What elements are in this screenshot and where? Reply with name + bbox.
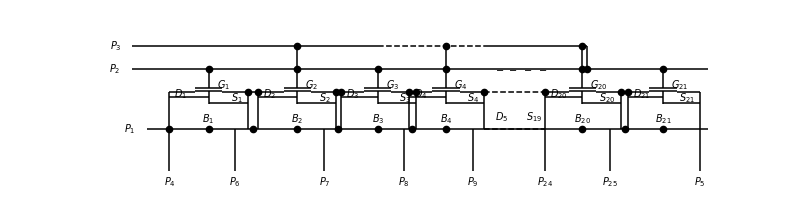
Text: $P_9$: $P_9$ — [467, 175, 479, 189]
Text: $D_4$: $D_4$ — [414, 88, 427, 102]
Text: $P_3$: $P_3$ — [110, 39, 122, 53]
Text: $S_{19}$: $S_{19}$ — [526, 111, 542, 124]
Text: $P_2$: $P_2$ — [109, 62, 121, 76]
Text: $S_{21}$: $S_{21}$ — [679, 91, 695, 105]
Text: $P_7$: $P_7$ — [318, 175, 330, 189]
Text: $G_1$: $G_1$ — [217, 78, 230, 92]
Text: $D_2$: $D_2$ — [263, 88, 276, 102]
Text: $G_{20}$: $G_{20}$ — [590, 78, 608, 92]
Text: $S_1$: $S_1$ — [231, 91, 242, 105]
Text: $-\ -\ -\ -$: $-\ -\ -\ -$ — [495, 65, 548, 74]
Text: $G_{21}$: $G_{21}$ — [671, 78, 689, 92]
Text: $G_2$: $G_2$ — [306, 78, 318, 92]
Text: $G_4$: $G_4$ — [454, 78, 467, 92]
Text: $G_3$: $G_3$ — [386, 78, 399, 92]
Text: $S_4$: $S_4$ — [467, 91, 479, 105]
Text: $P_8$: $P_8$ — [398, 175, 410, 189]
Text: $B_3$: $B_3$ — [371, 112, 384, 126]
Text: $B_4$: $B_4$ — [440, 112, 452, 126]
Text: $B_{20}$: $B_{20}$ — [574, 112, 591, 126]
Text: $P_{25}$: $P_{25}$ — [602, 175, 618, 189]
Text: $D_{21}$: $D_{21}$ — [634, 88, 650, 102]
Text: $P_6$: $P_6$ — [230, 175, 241, 189]
Text: $D_3$: $D_3$ — [346, 88, 358, 102]
Text: $B_1$: $B_1$ — [202, 112, 214, 126]
Text: $B_{21}$: $B_{21}$ — [654, 112, 671, 126]
Text: $B_2$: $B_2$ — [291, 112, 303, 126]
Text: $P_4$: $P_4$ — [163, 175, 175, 189]
Text: $P_1$: $P_1$ — [124, 122, 135, 136]
Text: $D_5$: $D_5$ — [495, 111, 508, 124]
Text: $D_{20}$: $D_{20}$ — [550, 88, 568, 102]
Text: $S_2$: $S_2$ — [319, 91, 330, 105]
Text: $P_5$: $P_5$ — [694, 175, 706, 189]
Text: $P_{24}$: $P_{24}$ — [537, 175, 554, 189]
Text: $S_3$: $S_3$ — [399, 91, 411, 105]
Text: $D_1$: $D_1$ — [174, 88, 187, 102]
Text: $S_{20}$: $S_{20}$ — [599, 91, 616, 105]
